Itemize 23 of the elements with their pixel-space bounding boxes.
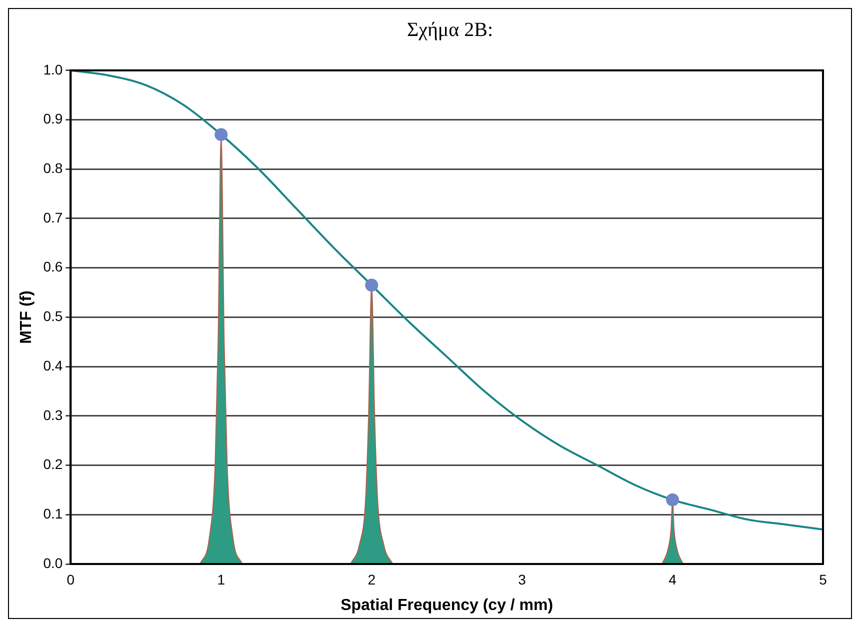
y-tick-label: 1.0 [43,61,63,78]
y-tick-label: 0.0 [43,554,63,571]
y-tick-label: 0.4 [43,357,63,374]
y-tick-label: 0.3 [43,406,63,423]
x-tick-label: 5 [819,571,828,588]
point [214,128,228,142]
point [666,493,680,506]
x-axis-title: Spatial Frequency (cy / mm) [340,596,554,614]
point [365,278,378,292]
y-tick-label: 0.7 [43,209,63,226]
y-tick-label: 0.5 [43,308,63,324]
x-tick-label: 3 [518,571,526,588]
x-tick-label: 1 [217,571,226,588]
y-tick-label: 0.6 [43,258,63,275]
chart-title: Σχήμα 2B: [406,18,494,43]
y-tick-label: 0.9 [43,110,63,127]
x-tick-label: 0 [66,571,75,588]
y-tick-label: 0.8 [43,160,63,176]
x-tick-label: 4 [668,571,677,588]
y-tick-label: 0.1 [43,506,63,522]
y-axis-title: MTF (f) [18,290,36,344]
x-tick-label: 2 [368,571,376,588]
y-tick-label: 0.2 [43,456,63,472]
